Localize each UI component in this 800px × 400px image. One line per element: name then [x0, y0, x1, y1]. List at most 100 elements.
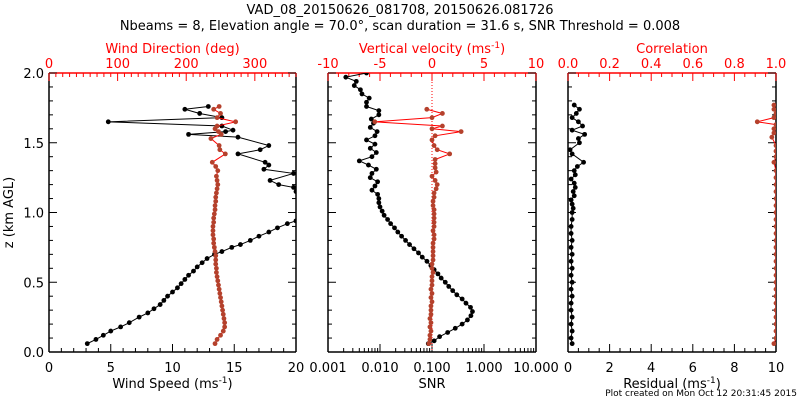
- data-point: [568, 244, 574, 250]
- data-point: [569, 210, 575, 215]
- ytick-label: 1.5: [23, 137, 44, 152]
- data-point: [216, 129, 221, 134]
- data-point: [428, 311, 434, 317]
- data-point: [266, 143, 272, 148]
- panel-wind: 0.0 0.5 1.0 1.5 2.0 z (km AGL) 0 5 10 15 20 Wind Sp…: [2, 42, 304, 392]
- data-point: [569, 217, 575, 222]
- xtick-label: 0.001: [309, 361, 346, 376]
- data-point: [569, 115, 575, 121]
- data-point: [229, 244, 235, 250]
- data-point: [568, 300, 574, 306]
- data-point: [262, 159, 268, 165]
- data-point: [569, 201, 575, 207]
- data-point: [773, 203, 776, 208]
- data-point: [379, 208, 385, 214]
- figure-subtitle: Nbeams = 8, Elevation angle = 70.0°, sca…: [120, 19, 680, 34]
- top-axis-label: Wind Direction (deg): [105, 42, 239, 57]
- data-point: [214, 274, 220, 280]
- data-point: [773, 217, 776, 222]
- data-point: [430, 198, 436, 204]
- data-point: [568, 272, 574, 278]
- data-point: [214, 123, 220, 129]
- data-point: [366, 162, 371, 168]
- data-point: [459, 321, 465, 327]
- data-point: [411, 246, 417, 252]
- data-point: [100, 332, 106, 338]
- data-point: [569, 151, 575, 157]
- data-point: [136, 314, 142, 320]
- data-point: [211, 244, 217, 250]
- data-point: [568, 321, 574, 327]
- top-xtick-label: 0.8: [724, 57, 745, 72]
- data-point: [771, 159, 776, 165]
- data-point: [219, 303, 225, 309]
- top-xtick-label: 100: [105, 57, 130, 72]
- data-point: [367, 125, 373, 130]
- xtick-label: 2: [605, 361, 613, 376]
- data-point: [429, 278, 435, 284]
- top-axis-label: Correlation: [636, 42, 708, 57]
- data-point: [372, 141, 378, 147]
- data-point: [267, 178, 273, 183]
- data-point: [403, 238, 408, 243]
- data-point: [358, 87, 363, 93]
- data-point: [773, 293, 776, 299]
- data-point: [577, 140, 582, 146]
- data-point: [293, 218, 296, 224]
- data-point: [773, 279, 776, 285]
- data-point: [230, 127, 236, 133]
- data-point: [266, 162, 272, 168]
- data-point: [399, 233, 404, 239]
- data-point: [385, 217, 390, 222]
- data-point: [773, 148, 776, 154]
- data-point: [108, 328, 114, 334]
- data-point: [450, 288, 456, 294]
- data-point: [431, 194, 437, 200]
- x-axis-label: SNR: [418, 377, 445, 392]
- data-point: [569, 127, 575, 133]
- data-point: [210, 228, 216, 234]
- data-point: [353, 78, 359, 84]
- data-point: [773, 251, 776, 257]
- data-point: [568, 258, 574, 264]
- data-point: [377, 204, 383, 210]
- data-point: [773, 168, 776, 174]
- data-point: [157, 302, 163, 307]
- data-point: [581, 159, 586, 165]
- data-point: [571, 168, 577, 174]
- data-point: [570, 189, 576, 194]
- data-point: [208, 136, 214, 141]
- data-point: [452, 325, 458, 331]
- data-point: [211, 211, 217, 217]
- data-point: [429, 274, 435, 280]
- data-point: [407, 242, 412, 247]
- data-point: [427, 316, 433, 321]
- data-point: [214, 173, 219, 179]
- data-point: [576, 136, 581, 141]
- data-point: [221, 316, 227, 321]
- data-point: [216, 286, 222, 292]
- data-point: [428, 307, 434, 313]
- data-point: [375, 179, 381, 185]
- xtick-label: 5: [107, 361, 115, 376]
- data-point: [376, 196, 382, 201]
- data-point: [434, 147, 440, 153]
- data-point: [438, 275, 444, 281]
- data-point: [568, 147, 573, 153]
- data-point: [569, 238, 575, 243]
- data-point: [376, 200, 382, 206]
- data-point: [429, 115, 435, 121]
- top-xtick-label: 300: [242, 57, 267, 72]
- data-point: [216, 104, 222, 109]
- data-point: [465, 317, 470, 323]
- data-point: [771, 115, 776, 121]
- data-point: [388, 221, 394, 227]
- data-point: [773, 122, 776, 128]
- data-point: [204, 256, 210, 261]
- data-point: [219, 249, 225, 254]
- data-point: [773, 224, 776, 229]
- data-point: [771, 130, 776, 136]
- data-point: [186, 272, 191, 278]
- data-point: [424, 106, 430, 112]
- data-point: [570, 205, 576, 211]
